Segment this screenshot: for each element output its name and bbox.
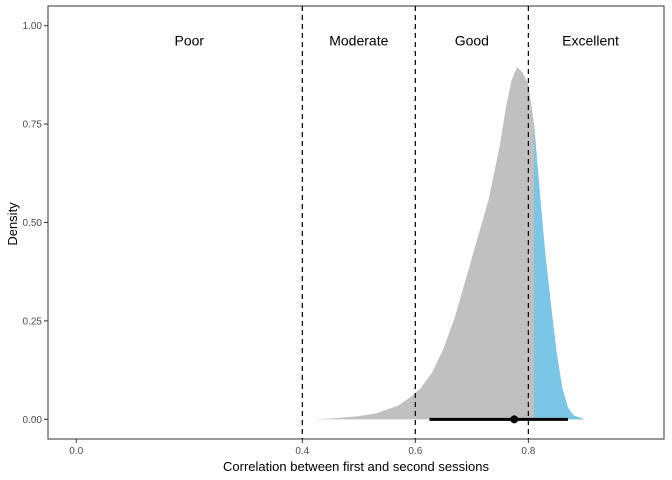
density-layer bbox=[313, 67, 585, 420]
interval-layer bbox=[429, 415, 568, 424]
panel-border bbox=[47, 5, 665, 440]
region-label: Poor bbox=[174, 32, 204, 48]
y-tick-label: 0.75 bbox=[23, 120, 43, 131]
region-label: Moderate bbox=[329, 32, 388, 48]
region-labels: Poor Moderate Good Excellent bbox=[174, 32, 619, 48]
x-tick-label: 0.6 bbox=[408, 446, 422, 457]
y-axis-title: Density bbox=[5, 202, 20, 246]
point-estimate bbox=[510, 415, 519, 424]
y-axis-ticks: 0.00 0.25 0.50 0.75 1.00 bbox=[23, 21, 48, 426]
y-tick-label: 1.00 bbox=[23, 21, 43, 32]
y-tick-label: 0.25 bbox=[23, 316, 43, 327]
density-area bbox=[313, 67, 585, 420]
x-tick-label: 0.0 bbox=[69, 446, 83, 457]
x-axis-ticks: 0.0 0.4 0.6 0.8 bbox=[69, 439, 536, 457]
x-axis-title: Correlation between first and second ses… bbox=[223, 459, 489, 474]
region-label: Good bbox=[455, 32, 489, 48]
x-tick-label: 0.4 bbox=[295, 446, 309, 457]
region-label: Excellent bbox=[562, 32, 619, 48]
threshold-lines bbox=[301, 6, 529, 439]
x-tick-label: 0.8 bbox=[521, 446, 535, 457]
y-tick-label: 0.50 bbox=[23, 218, 43, 229]
y-tick-label: 0.00 bbox=[23, 415, 43, 426]
density-highlight-area bbox=[534, 124, 585, 420]
